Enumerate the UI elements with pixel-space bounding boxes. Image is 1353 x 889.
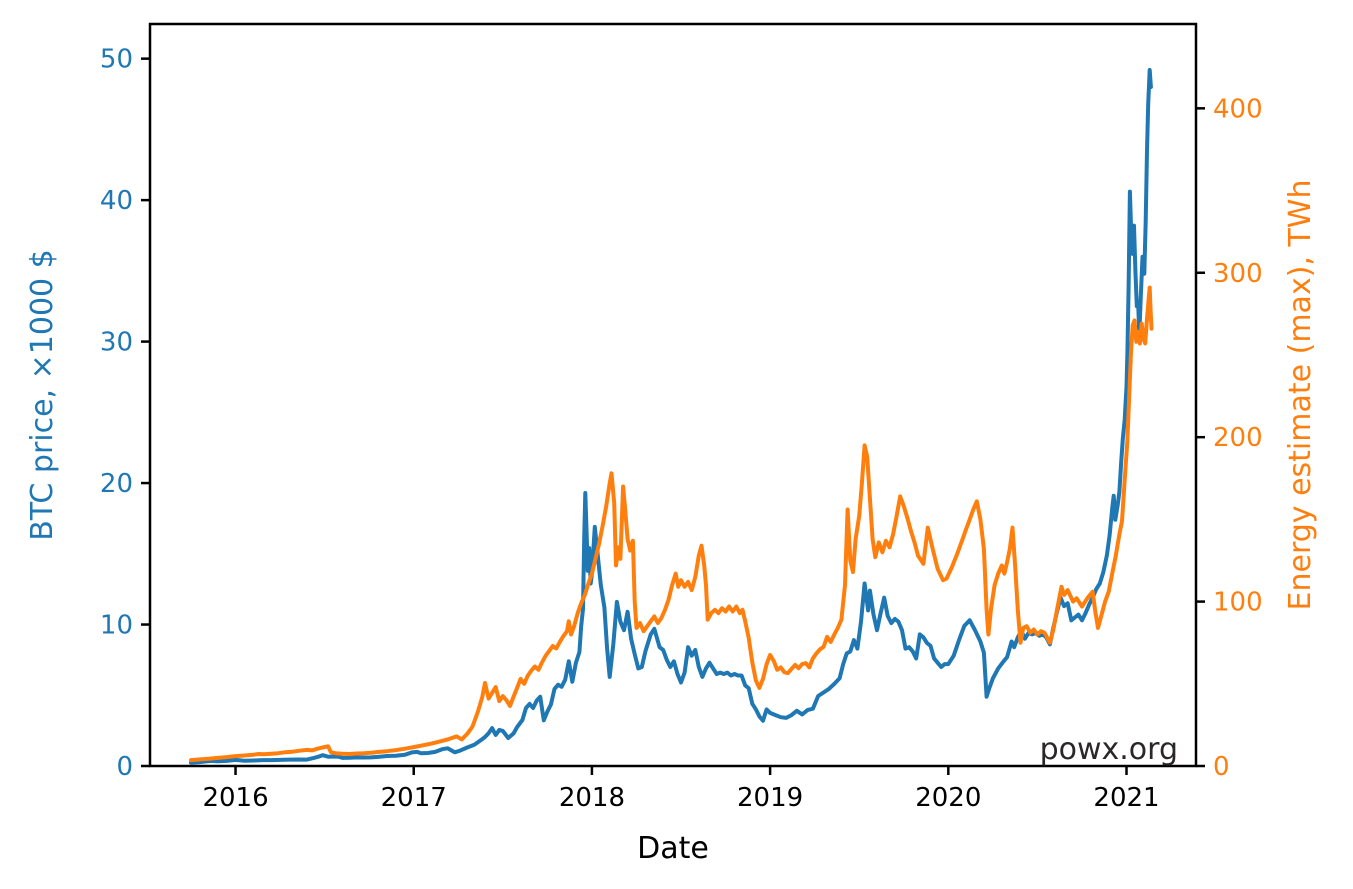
btc-price-line bbox=[189, 68, 1153, 765]
tick-layer: 2016 2017 2018 2019 2020 2021 0 10 20 30 40 50 0 100 2… bbox=[100, 45, 1263, 813]
watermark-powx-org: powx.org bbox=[1040, 732, 1178, 767]
x-tick-label: 2017 bbox=[381, 783, 447, 813]
plot-border bbox=[148, 22, 1198, 768]
x-tick-label: 2018 bbox=[559, 783, 625, 813]
right-y-tick-label: 400 bbox=[1213, 94, 1263, 124]
left-y-tick-label: 10 bbox=[100, 611, 133, 641]
left-y-tick-label: 0 bbox=[116, 752, 133, 782]
right-axis-title: Energy estimate (max), TWh bbox=[1283, 180, 1318, 611]
left-y-tick-label: 40 bbox=[100, 186, 133, 216]
x-tick-label: 2020 bbox=[915, 783, 981, 813]
x-tick-label: 2021 bbox=[1093, 783, 1159, 813]
x-axis-title: Date bbox=[637, 831, 709, 866]
series-layer bbox=[189, 68, 1154, 765]
left-y-tick-label: 30 bbox=[100, 328, 133, 358]
x-tick-label: 2016 bbox=[202, 783, 268, 813]
x-tick-label: 2019 bbox=[737, 783, 803, 813]
right-y-tick-label: 0 bbox=[1213, 752, 1230, 782]
right-y-tick-label: 300 bbox=[1213, 259, 1263, 289]
left-y-tick-label: 20 bbox=[100, 469, 133, 499]
left-y-tick-label: 50 bbox=[100, 45, 133, 75]
energy-estimate-line bbox=[189, 285, 1154, 763]
right-y-tick-label: 100 bbox=[1213, 588, 1263, 618]
right-y-tick-label: 200 bbox=[1213, 423, 1263, 453]
left-axis-title: BTC price, ×1000 $ bbox=[25, 249, 60, 540]
